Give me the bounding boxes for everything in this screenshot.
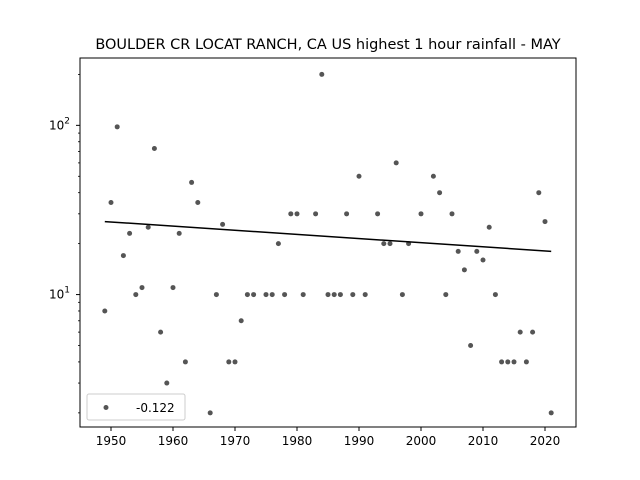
data-point	[517, 329, 523, 335]
data-point	[344, 211, 350, 217]
data-point	[176, 230, 182, 236]
data-point	[548, 410, 554, 416]
data-point	[275, 241, 281, 247]
data-point	[337, 292, 343, 298]
data-point	[455, 248, 461, 254]
data-point	[499, 359, 505, 365]
data-point	[331, 292, 337, 298]
data-point	[437, 190, 443, 196]
data-point	[387, 241, 393, 247]
x-tick-label: 2020	[530, 434, 561, 448]
data-point	[133, 292, 139, 298]
legend: -0.122	[86, 393, 186, 421]
data-point	[238, 318, 244, 324]
x-tick-label: 1950	[96, 434, 127, 448]
data-point	[449, 211, 455, 217]
data-point	[164, 380, 170, 386]
axes-frame	[79, 57, 577, 428]
x-tick-label: 1990	[344, 434, 375, 448]
data-point	[536, 190, 542, 196]
data-point	[461, 267, 467, 273]
data-point	[213, 292, 219, 298]
plot-area	[102, 71, 554, 416]
data-point	[282, 292, 288, 298]
data-point	[189, 179, 195, 185]
data-point	[145, 224, 151, 230]
x-tick-label: 1970	[220, 434, 251, 448]
data-point	[127, 230, 133, 236]
data-point	[486, 224, 492, 230]
data-point	[443, 292, 449, 298]
data-point	[325, 292, 331, 298]
chart-title: BOULDER CR LOCAT RANCH, CA US highest 1 …	[95, 37, 560, 53]
data-point	[251, 292, 257, 298]
trend-line	[104, 220, 552, 253]
data-point	[356, 173, 362, 179]
data-point	[294, 211, 300, 217]
data-point	[393, 160, 399, 166]
legend-marker	[103, 405, 109, 410]
legend-box	[86, 393, 186, 421]
x-tick-label: 2010	[468, 434, 499, 448]
data-point	[232, 359, 238, 365]
data-point	[381, 241, 387, 247]
data-point	[220, 221, 226, 227]
x-tick-label: 1960	[158, 434, 189, 448]
data-point	[207, 410, 213, 416]
x-tick-label: 2000	[406, 434, 437, 448]
data-point	[468, 343, 474, 349]
data-point	[139, 285, 145, 291]
data-point	[313, 211, 319, 217]
data-point	[269, 292, 275, 298]
y-tick-label: 101	[49, 286, 70, 302]
data-point	[418, 211, 424, 217]
data-point	[523, 359, 529, 365]
data-point	[158, 329, 164, 335]
data-point	[399, 292, 405, 298]
data-point	[195, 200, 201, 205]
data-point	[108, 200, 114, 205]
data-point	[350, 292, 356, 298]
data-point	[474, 248, 480, 254]
data-point	[120, 253, 126, 259]
data-point	[375, 211, 381, 217]
data-point	[151, 145, 157, 151]
data-point	[319, 71, 325, 77]
data-point	[530, 329, 536, 335]
y-tick-label: 102	[49, 116, 70, 132]
data-point	[182, 359, 188, 365]
data-point	[430, 173, 436, 179]
x-tick-label: 1980	[282, 434, 313, 448]
data-point	[114, 124, 120, 130]
legend-label: -0.122	[136, 401, 175, 415]
data-point	[542, 219, 548, 225]
data-point	[492, 292, 498, 298]
data-point	[480, 257, 486, 263]
data-point	[226, 359, 232, 365]
data-point	[102, 308, 108, 314]
data-point	[263, 292, 269, 298]
data-point	[300, 292, 306, 298]
data-point	[362, 292, 368, 298]
data-point	[511, 359, 517, 365]
data-point	[288, 211, 294, 217]
data-point	[170, 285, 176, 291]
data-point	[505, 359, 511, 365]
data-point	[244, 292, 250, 298]
